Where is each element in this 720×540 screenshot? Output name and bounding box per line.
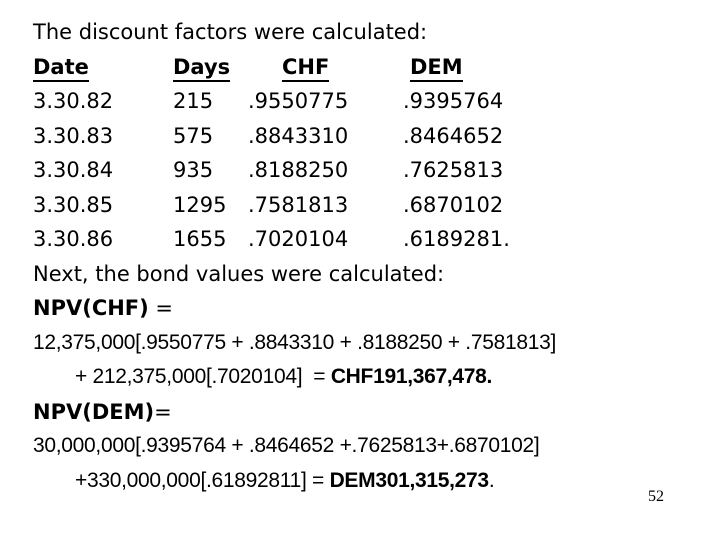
column-header-dem: DEM [410, 54, 463, 82]
npv-dem-line2-terms: +330,000,000[.61892811] = [75, 468, 330, 492]
page-number: 52 [648, 488, 664, 505]
cell-chf: .7581813 [248, 192, 349, 217]
cell-dem: .6189281. [403, 227, 510, 251]
cell-days: 1655 [173, 227, 227, 251]
cell-dem: .8464652 [403, 123, 504, 148]
column-header-dem-cell: DEM [410, 50, 463, 85]
table-row: 3.30.82 215 .9550775 .9395764 [33, 84, 703, 119]
npv-dem-result-period: . [488, 468, 495, 492]
cell-dem: .7625813 [403, 158, 504, 182]
column-header-date: Date [33, 54, 89, 82]
cell-date: 3.30.83 [33, 123, 114, 148]
cell-chf: .9550775 [248, 89, 349, 113]
cell-chf: .8843310 [248, 123, 349, 148]
cell-days: 1295 [173, 192, 227, 217]
table-row: 3.30.83 575 .8843310 .8464652 [33, 119, 703, 154]
cell-chf: .7020104 [248, 227, 349, 251]
npv-chf-result: CHF191,367,478. [330, 365, 493, 388]
npv-chf-heading: NPV(CHF) = [33, 291, 703, 326]
cell-date: 3.30.86 [33, 227, 114, 251]
column-header-date-cell: Date [33, 50, 173, 85]
cell-date: 3.30.84 [33, 158, 114, 182]
column-header-chf: CHF [282, 54, 330, 82]
npv-chf-formula-line1: 12,375,000[.9550775 + .8843310 + .818825… [33, 330, 557, 354]
npv-dem-formula-line2: +330,000,000[.61892811] = DEM301,315,273… [33, 464, 703, 499]
npv-chf-equals: = [148, 296, 174, 320]
column-header-days-cell: Days [173, 50, 282, 85]
npv-chf-line2-terms: + 212,375,000[.7020104] = [75, 365, 331, 388]
table-row: 3.30.85 1295 .7581813 .6870102 [33, 188, 703, 223]
npv-dem-formula-line1: 30,000,000[.9395764 + .8464652 +.7625813… [33, 434, 540, 457]
column-header-days: Days [173, 54, 231, 82]
table-row: 3.30.86 1655 .7020104 .6189281. [33, 222, 703, 257]
npv-dem-label: NPV(DEM) [33, 399, 155, 424]
cell-days: 575 [173, 123, 214, 148]
table-header-row: Date Days CHF DEM [33, 50, 703, 85]
table-row: 3.30.84 935 .8188250 .7625813 [33, 153, 703, 188]
cell-date: 3.30.85 [33, 192, 114, 217]
intro-text: The discount factors were calculated: [33, 20, 428, 44]
column-header-chf-cell: CHF [282, 50, 410, 85]
npv-dem-equals: = [154, 399, 172, 424]
cell-days: 215 [173, 89, 214, 113]
next-text: Next, the bond values were calculated: [33, 261, 445, 286]
npv-chf-label: NPV(CHF) [33, 296, 149, 320]
cell-days: 935 [173, 158, 214, 182]
cell-date: 3.30.82 [33, 89, 114, 113]
npv-dem-result: DEM301,315,273 [329, 468, 490, 492]
npv-dem-heading: NPV(DEM)= [33, 395, 703, 430]
cell-chf: .8188250 [248, 158, 349, 182]
npv-chf-formula-line2: + 212,375,000[.7020104] = CHF191,367,478… [33, 360, 703, 395]
cell-dem: .6870102 [403, 192, 504, 217]
cell-dem: .9395764 [403, 89, 504, 113]
slide-content: The discount factors were calculated: Da… [33, 15, 703, 498]
